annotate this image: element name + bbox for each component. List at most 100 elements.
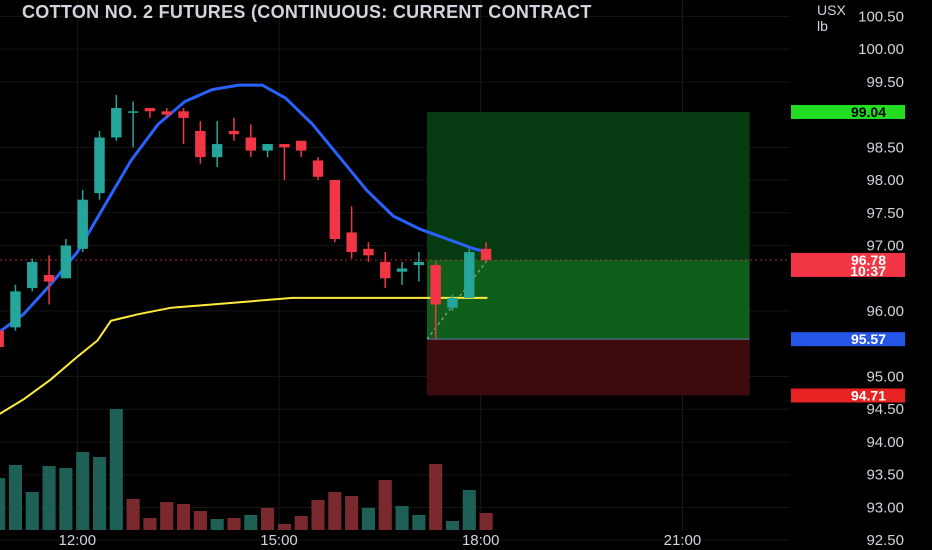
volume-bar (92, 457, 107, 530)
position-zones[interactable] (0, 111, 790, 396)
price-tick-label: 92.50 (866, 532, 904, 549)
volume-bar (345, 496, 359, 530)
volume-bar (227, 518, 241, 530)
price-tick-label: 97.00 (866, 238, 904, 255)
candle-body (329, 180, 341, 239)
candle-body (178, 111, 189, 118)
volume-bar (160, 502, 174, 530)
volume-bar (8, 465, 23, 530)
volume-bar (126, 499, 140, 530)
target-zone-upper[interactable] (426, 111, 750, 260)
candle-body (161, 111, 172, 115)
quantity-unit-label: lb (817, 18, 828, 34)
volume-bar (429, 464, 443, 530)
stop-price-badge-bg (791, 388, 905, 403)
price-tick-label: 97.50 (866, 205, 904, 222)
price-tick-label: 94.50 (866, 401, 904, 418)
time-tick-label: 12:00 (59, 532, 97, 549)
price-tick-label: 98.00 (866, 172, 904, 189)
volume-bar (361, 508, 375, 530)
candle-body (43, 275, 55, 282)
volume-bar (25, 492, 39, 530)
candle-body (245, 137, 256, 151)
volume-bar (395, 506, 409, 530)
volume-bar (176, 504, 191, 530)
target-price-badge-bg (791, 104, 905, 119)
candle-body (346, 232, 357, 253)
volume-bar (277, 524, 291, 530)
candle-body (111, 108, 122, 138)
volume-bar (479, 513, 493, 530)
candle-body (363, 248, 374, 256)
ma-slow-line (0, 296, 488, 415)
candle-body (0, 330, 4, 348)
candle-body (27, 261, 38, 289)
volume-bar (462, 490, 476, 530)
volume-bar (0, 478, 6, 530)
entry-price-badge: 95.57 (851, 331, 886, 347)
volume-bar (328, 492, 342, 530)
volume-bar (311, 500, 325, 530)
volume-bar (294, 516, 308, 530)
price-tick-label: 96.00 (866, 303, 904, 320)
candle-body (262, 144, 273, 151)
candle-body (380, 261, 391, 279)
price-tick-label: 93.00 (866, 499, 904, 516)
entry-price-badge-bg (791, 332, 905, 347)
candle-body (312, 160, 324, 177)
candlesticks (0, 94, 492, 348)
volume-bar (445, 521, 460, 530)
time-axis[interactable]: 12:00 15:00 18:00 21:00 (59, 532, 702, 549)
candle-body (447, 297, 458, 308)
candle-body (77, 199, 88, 249)
volume-bar (42, 466, 56, 530)
volume-bar (210, 519, 224, 530)
volume-bar (244, 515, 258, 530)
price-tick-label: 99.50 (866, 74, 904, 91)
price-tick-label: 100.50 (858, 8, 904, 25)
candle-body (127, 111, 139, 113)
volume-bar (109, 409, 123, 530)
time-tick-label: 18:00 (462, 532, 500, 549)
price-tick-label: 93.50 (866, 467, 904, 484)
currency-unit-label: USX (817, 2, 846, 18)
candle-body (228, 130, 240, 135)
candle-body (480, 248, 492, 260)
candle-body (144, 108, 156, 112)
candle-body (10, 291, 21, 328)
price-tick-label: 100.00 (858, 41, 904, 58)
volume-bar (412, 515, 426, 530)
candle-body (279, 144, 290, 148)
current-price-badge-bg (791, 252, 905, 277)
volume-bar (193, 511, 207, 530)
candle-body (464, 252, 475, 298)
volume-bars (0, 409, 493, 530)
chart-title: COTTON NO. 2 FUTURES (CONTINUOUS: CURREN… (22, 2, 592, 22)
candle-body (430, 265, 441, 305)
candle-body (94, 137, 105, 194)
target-price-badge: 99.04 (851, 104, 886, 120)
time-tick-label: 15:00 (260, 532, 298, 549)
candle-body (396, 268, 408, 272)
price-tick-label: 98.50 (866, 139, 904, 156)
volume-bar (59, 468, 73, 530)
volume-bar (378, 480, 392, 530)
price-tick-label: 94.00 (866, 434, 904, 451)
volume-bar (261, 508, 275, 530)
target-zone-filled[interactable] (426, 259, 750, 340)
countdown-badge: 10:37 (850, 263, 886, 279)
candle-body (295, 140, 307, 151)
stop-price-badge: 94.71 (851, 387, 886, 403)
volume-bar (143, 518, 157, 530)
candle-body (195, 130, 206, 158)
price-tick-label: 95.00 (866, 368, 904, 385)
volume-bar (76, 452, 90, 530)
candle-body (211, 144, 223, 158)
price-axis[interactable]: 100.50 100.00 99.50 98.50 98.00 97.50 97.00 96.… (858, 8, 904, 549)
candle-body (60, 245, 72, 279)
current-price-badge: 96.78 (851, 252, 886, 268)
stop-zone[interactable] (426, 339, 750, 396)
time-tick-label: 21:00 (664, 532, 702, 549)
